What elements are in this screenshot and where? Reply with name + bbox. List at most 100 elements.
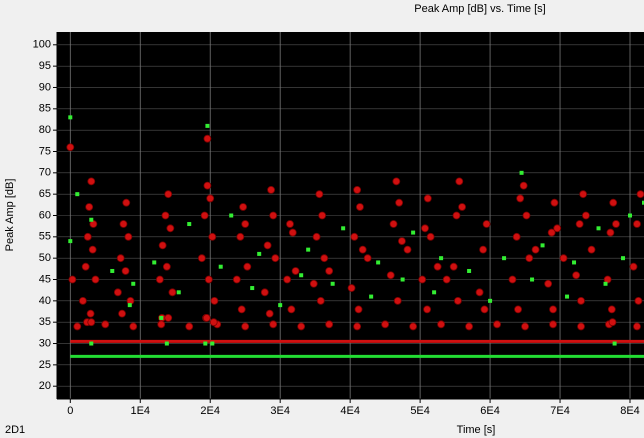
point xyxy=(488,298,493,303)
point xyxy=(442,275,451,284)
point xyxy=(411,230,416,235)
point xyxy=(400,277,405,282)
point xyxy=(131,281,136,286)
point xyxy=(482,220,491,228)
point xyxy=(101,320,110,329)
point xyxy=(575,220,584,228)
point xyxy=(603,275,612,284)
point xyxy=(232,275,241,284)
point xyxy=(549,305,557,314)
point xyxy=(341,226,346,231)
point xyxy=(596,226,601,231)
point xyxy=(315,190,324,199)
point xyxy=(110,268,115,273)
point xyxy=(531,245,540,254)
point xyxy=(176,290,181,295)
point xyxy=(286,220,294,228)
point xyxy=(347,284,356,292)
y-tick-label: 40 xyxy=(39,295,51,307)
point xyxy=(353,185,362,194)
y-tick-label: 30 xyxy=(39,337,51,349)
point xyxy=(433,262,442,271)
point xyxy=(265,309,274,318)
point xyxy=(267,185,275,194)
point xyxy=(166,224,175,233)
point xyxy=(572,271,581,280)
y-tick-label: 100 xyxy=(33,39,51,51)
point xyxy=(218,264,223,269)
point xyxy=(152,260,157,265)
point xyxy=(200,211,209,220)
point xyxy=(577,296,585,305)
point xyxy=(449,262,458,271)
point xyxy=(350,232,359,241)
point xyxy=(356,203,364,211)
point xyxy=(403,245,412,254)
point xyxy=(271,254,280,263)
point xyxy=(210,341,215,346)
point xyxy=(88,245,97,254)
chart-title: Peak Amp [dB] vs. Time [s] xyxy=(414,3,545,15)
y-tick-label: 70 xyxy=(39,167,51,179)
point xyxy=(354,305,363,314)
point xyxy=(607,305,616,314)
x-axis-label: Time [s] xyxy=(457,424,496,436)
point xyxy=(636,190,644,199)
y-tick-label: 45 xyxy=(39,273,51,285)
point xyxy=(168,288,177,297)
point xyxy=(81,262,90,271)
x-tick-label: 6E4 xyxy=(480,405,500,417)
point xyxy=(159,315,164,320)
point xyxy=(113,288,122,297)
point xyxy=(465,322,473,331)
point xyxy=(587,245,596,254)
point xyxy=(287,305,296,314)
point xyxy=(73,322,82,331)
point xyxy=(263,241,272,250)
point xyxy=(603,281,608,286)
point xyxy=(516,194,525,203)
point xyxy=(288,228,297,237)
point xyxy=(582,211,590,220)
point xyxy=(521,322,529,331)
point xyxy=(158,241,167,250)
point xyxy=(209,318,218,327)
point xyxy=(257,251,262,256)
point xyxy=(291,267,300,275)
x-tick-label: 3E4 xyxy=(270,405,290,417)
point xyxy=(549,320,557,329)
point xyxy=(187,222,192,227)
point xyxy=(512,232,521,241)
point xyxy=(369,294,374,299)
point xyxy=(197,254,206,263)
x-tick-label: 2E4 xyxy=(200,405,220,417)
point xyxy=(634,296,643,305)
point xyxy=(508,275,517,284)
point xyxy=(91,275,100,284)
grid xyxy=(57,32,644,399)
point xyxy=(480,305,489,314)
point xyxy=(423,194,432,203)
point xyxy=(353,322,362,331)
point xyxy=(157,320,166,329)
point xyxy=(203,341,208,346)
point xyxy=(269,320,278,329)
point xyxy=(421,224,429,233)
point xyxy=(525,254,534,263)
point xyxy=(455,177,464,186)
point xyxy=(519,181,528,190)
y-tick-label: 90 xyxy=(39,81,51,93)
point xyxy=(458,203,466,211)
point xyxy=(358,245,367,254)
point xyxy=(479,245,487,254)
y-tick-label: 80 xyxy=(39,124,51,136)
point xyxy=(162,262,171,271)
point xyxy=(392,177,401,186)
point xyxy=(612,341,617,346)
point xyxy=(452,211,461,220)
point xyxy=(547,228,556,237)
point xyxy=(439,256,444,261)
point xyxy=(475,288,484,297)
point xyxy=(118,309,126,318)
